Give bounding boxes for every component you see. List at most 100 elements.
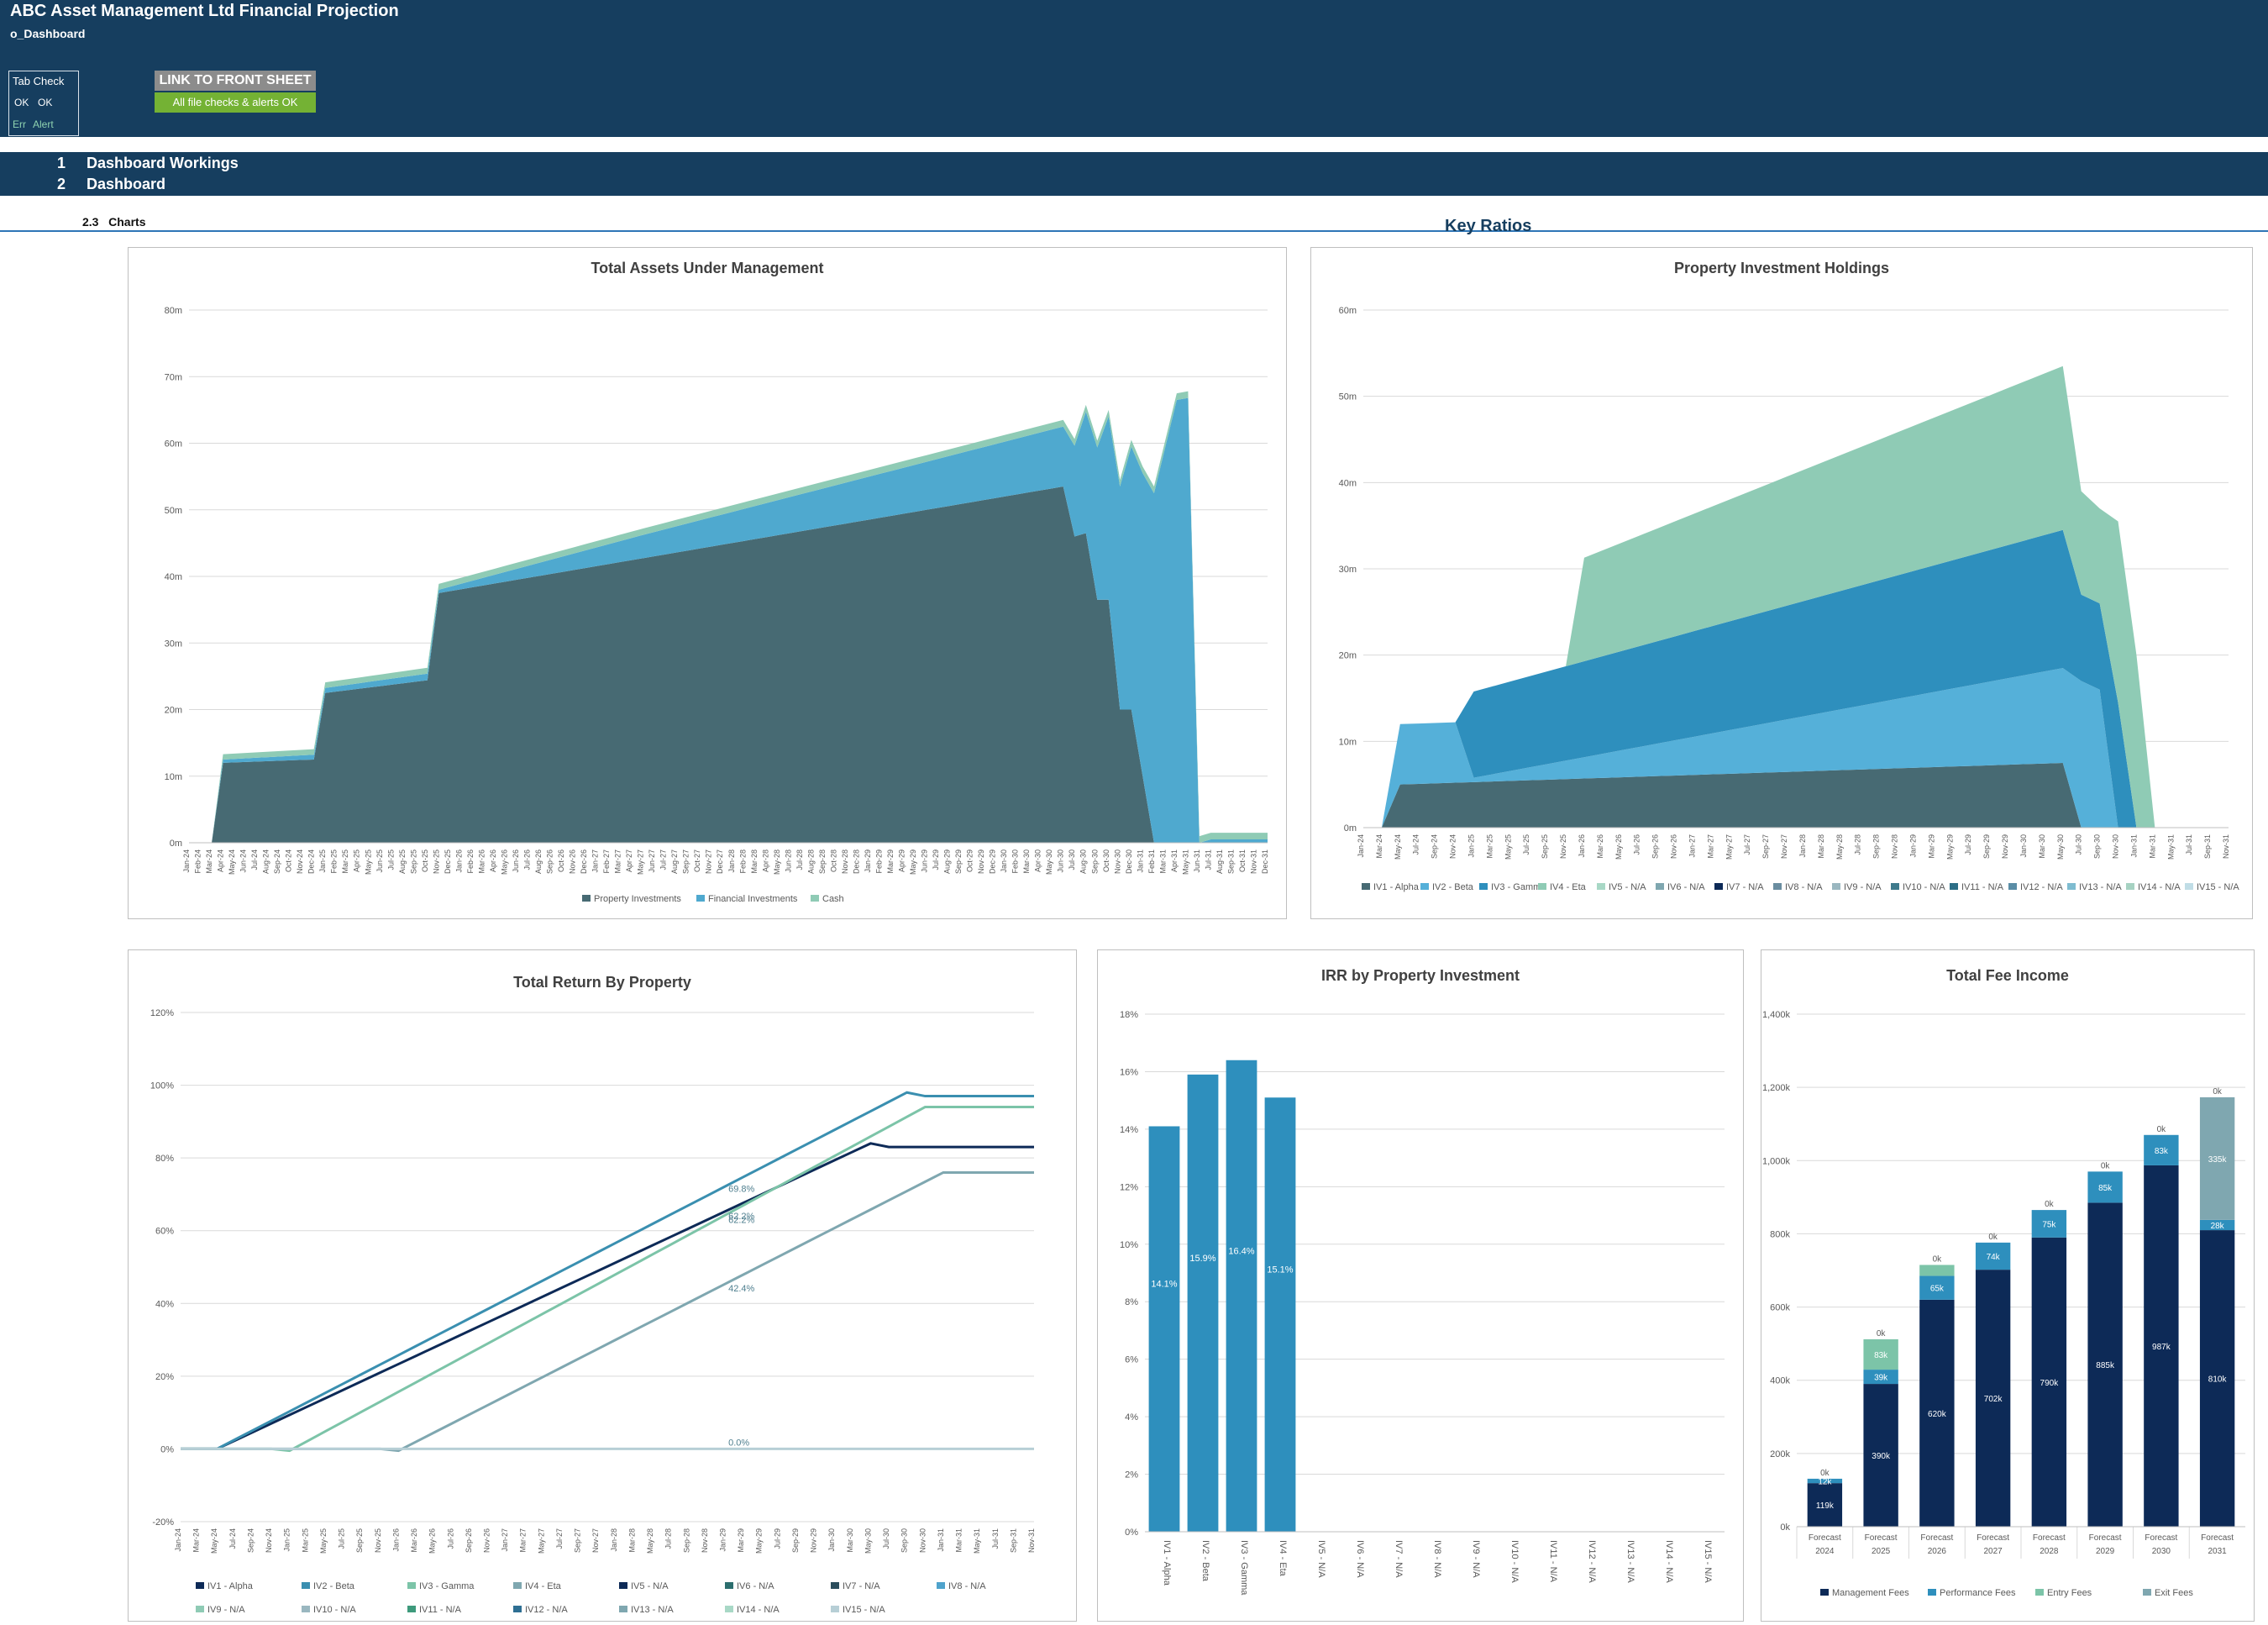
x-tick-label: Jul-28 bbox=[795, 849, 804, 870]
x-tick-label: Forecast bbox=[1920, 1533, 1953, 1543]
x-tick-label: May-31 bbox=[2166, 834, 2175, 860]
x-tick-label: IV6 - N/A bbox=[1355, 1540, 1365, 1578]
x-tick-label: Sep-29 bbox=[1982, 834, 1991, 859]
x-tick-label: 2028 bbox=[2040, 1547, 2059, 1556]
data-label: 69.8% bbox=[728, 1184, 754, 1194]
x-tick-label: IV15 - N/A bbox=[1703, 1540, 1713, 1583]
x-tick-label: 2030 bbox=[2152, 1547, 2171, 1556]
legend-entry: IV2 - Beta bbox=[313, 1581, 355, 1591]
x-tick-label: Oct-24 bbox=[285, 849, 293, 872]
chart-irr[interactable]: IRR by Property Investment 0% 2% 4% 6% 8% 10%… bbox=[1097, 949, 1744, 1622]
legend-entry: IV12 - N/A bbox=[525, 1605, 568, 1615]
chart-total-aum[interactable]: Total Assets Under Management 0m 10m 20m 30… bbox=[128, 247, 1287, 919]
legend-swatch bbox=[1950, 883, 1958, 890]
x-tick-label: IV1 - Alpha bbox=[1162, 1540, 1172, 1586]
tab-check-err: Err bbox=[13, 118, 26, 130]
x-tick-label: Nov-29 bbox=[2001, 834, 2009, 859]
data-label: 75k bbox=[2042, 1220, 2056, 1229]
x-tick-label: Mar-26 bbox=[410, 1528, 418, 1553]
section-link-dashboard-workings[interactable]: 1 Dashboard Workings bbox=[57, 155, 239, 172]
legend-swatch bbox=[407, 1582, 416, 1589]
y-tick-label: 100% bbox=[150, 1081, 174, 1091]
x-tick-label: Sep-27 bbox=[682, 849, 690, 874]
legend-entry: Exit Fees bbox=[2155, 1588, 2193, 1598]
x-tick-label: Sep-30 bbox=[900, 1528, 909, 1553]
legend-swatch bbox=[619, 1606, 627, 1612]
section-label: Dashboard bbox=[87, 176, 166, 192]
x-tick-label: May-28 bbox=[646, 1528, 654, 1554]
legend-entry: IV2 - Beta bbox=[1432, 882, 1474, 892]
legend-entry: IV6 - N/A bbox=[1667, 882, 1705, 892]
x-tick-label: Jul-26 bbox=[446, 1528, 454, 1549]
legend-swatch bbox=[831, 1582, 839, 1589]
x-tick-label: IV10 - N/A bbox=[1509, 1540, 1520, 1583]
x-tick-label: 2031 bbox=[2208, 1547, 2228, 1556]
y-tick-label: 50m bbox=[165, 506, 182, 516]
x-tick-label: Feb-31 bbox=[1147, 849, 1156, 874]
x-tick-label: Forecast bbox=[1977, 1533, 2009, 1543]
x-tick-label: Oct-29 bbox=[966, 849, 974, 872]
y-tick-label: 0m bbox=[170, 839, 182, 849]
x-tick-label: Apr-25 bbox=[353, 849, 361, 872]
data-label: 390k bbox=[1872, 1452, 1891, 1461]
x-tick-label: IV4 - Eta bbox=[1278, 1540, 1288, 1577]
link-to-front-sheet-button[interactable]: LINK TO FRONT SHEET bbox=[155, 71, 316, 91]
key-ratios-heading: Key Ratios bbox=[1445, 217, 1532, 235]
x-tick-label: Nov-26 bbox=[482, 1528, 491, 1553]
x-tick-label: May-30 bbox=[2056, 834, 2065, 860]
series-line bbox=[181, 1142, 1034, 1450]
x-tick-label: Jul-28 bbox=[664, 1528, 673, 1549]
x-tick-label: Aug-25 bbox=[398, 849, 407, 874]
chart-property-holdings[interactable]: Property Investment Holdings 0m 10m 20m 30m… bbox=[1310, 247, 2253, 919]
data-label: 62.2% bbox=[728, 1216, 754, 1226]
x-tick-label: Jul-24 bbox=[1412, 834, 1420, 855]
x-tick-label: May-28 bbox=[773, 849, 781, 875]
data-label: 335k bbox=[2208, 1155, 2228, 1165]
data-label: 810k bbox=[2208, 1375, 2228, 1385]
x-tick-label: May-26 bbox=[428, 1528, 437, 1554]
x-tick-label: Apr-31 bbox=[1170, 849, 1179, 872]
chart-total-return[interactable]: Total Return By Property -20% 0% 20% 40% 60%… bbox=[128, 949, 1077, 1622]
x-tick-label: Nov-25 bbox=[432, 849, 440, 874]
x-tick-label: Sep-28 bbox=[682, 1528, 690, 1553]
x-tick-label: May-24 bbox=[1394, 834, 1402, 860]
data-label: 0k bbox=[2045, 1200, 2055, 1209]
x-tick-label: May-28 bbox=[1835, 834, 1844, 860]
legend-entry: Financial Investments bbox=[708, 894, 798, 904]
x-tick-label: Jan-28 bbox=[727, 849, 736, 873]
x-tick-label: May-29 bbox=[755, 1528, 764, 1554]
stacked-bar-segment bbox=[1975, 1270, 2011, 1527]
x-tick-label: 2026 bbox=[1928, 1547, 1947, 1556]
x-tick-label: Sep-31 bbox=[1226, 849, 1235, 874]
data-label: 702k bbox=[1984, 1395, 2003, 1404]
x-tick-label: Sep-30 bbox=[2093, 834, 2102, 859]
x-tick-label: May-24 bbox=[228, 849, 236, 875]
x-tick-label: IV5 - N/A bbox=[1316, 1540, 1326, 1578]
series-line bbox=[181, 1170, 1034, 1453]
x-tick-label: IV11 - N/A bbox=[1548, 1540, 1558, 1583]
legend-entry: Cash bbox=[822, 894, 844, 904]
legend-swatch bbox=[1714, 883, 1723, 890]
x-tick-label: Jun-25 bbox=[375, 849, 384, 873]
x-tick-label: IV12 - N/A bbox=[1587, 1540, 1597, 1583]
x-tick-label: Jan-31 bbox=[1136, 849, 1144, 873]
y-tick-label: 1,000k bbox=[1762, 1156, 1791, 1166]
stacked-bar-segment bbox=[2199, 1219, 2235, 1231]
legend-swatch bbox=[1362, 883, 1370, 890]
x-tick-label: Jun-30 bbox=[1057, 849, 1065, 873]
chart-fee-income[interactable]: Total Fee Income 0k 200k 400k 600k 800k 1,000… bbox=[1761, 949, 2255, 1622]
x-tick-label: IV9 - N/A bbox=[1471, 1540, 1481, 1578]
x-tick-label: Nov-27 bbox=[591, 1528, 600, 1553]
x-tick-label: Dec-27 bbox=[716, 849, 724, 874]
legend-entry: IV12 - N/A bbox=[2020, 882, 2063, 892]
stacked-bar-segment bbox=[1807, 1483, 1843, 1527]
legend-entry: IV10 - N/A bbox=[1903, 882, 1945, 892]
legend-entry: IV14 - N/A bbox=[2138, 882, 2181, 892]
legend-swatch bbox=[937, 1582, 945, 1589]
section-link-dashboard[interactable]: 2 Dashboard bbox=[57, 176, 165, 193]
y-tick-label: 30m bbox=[165, 639, 182, 649]
data-label: 14.1% bbox=[1151, 1280, 1177, 1290]
legend-entry: IV4 - Eta bbox=[1550, 882, 1587, 892]
data-label: 0k bbox=[1820, 1469, 1830, 1478]
legend-swatch bbox=[619, 1582, 627, 1589]
